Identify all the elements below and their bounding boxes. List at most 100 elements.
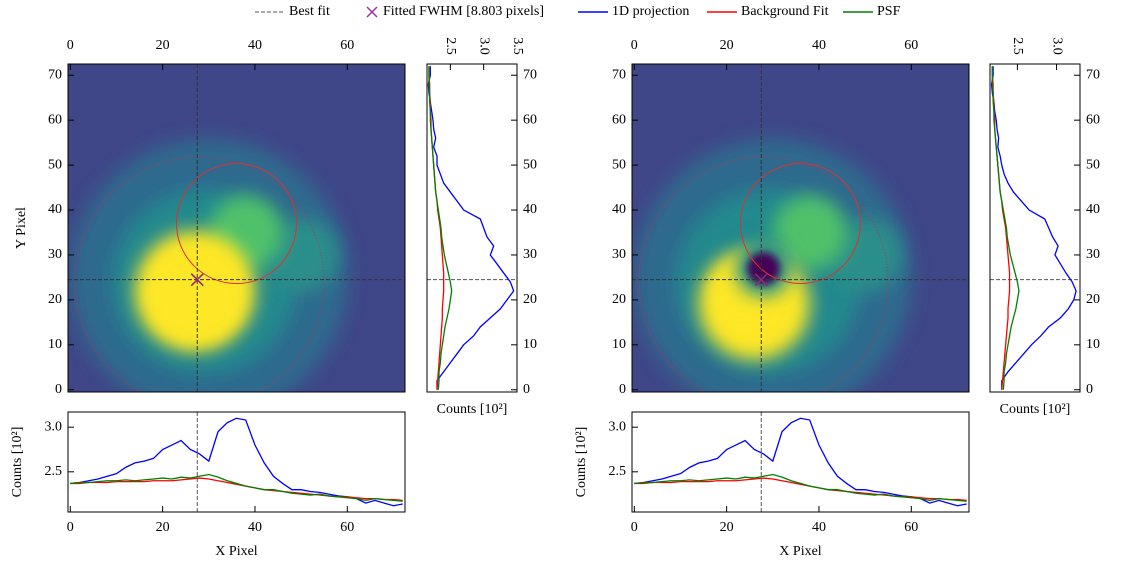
axes-frame [67, 411, 406, 513]
y-tick-label: 20 [523, 292, 537, 307]
x-tick-label: 0 [631, 38, 638, 53]
y-tick-label: 0 [55, 382, 62, 397]
y-tick-label: 30 [1086, 247, 1100, 262]
x-axis-label: Counts [10²] [1000, 402, 1071, 417]
y-tick-label: 60 [523, 112, 537, 127]
projection-line [428, 66, 445, 390]
axes-frame [631, 411, 970, 513]
y-tick-label: 50 [612, 157, 626, 172]
aperture [175, 162, 298, 285]
x-tick-label: 60 [340, 38, 354, 53]
legend-label: PSF [877, 4, 901, 19]
x-tick-label: 20 [156, 38, 170, 53]
fitted-marker [190, 273, 204, 287]
panel: 0 20 40 60 0 10 20 30 40 50 60 70 Y Pixel [14, 38, 406, 397]
plot-area [68, 64, 405, 392]
y-tick-label: 40 [612, 202, 626, 217]
y-axis-label: Y Pixel [14, 207, 29, 249]
panel: 2.5 3.0 0 10 20 30 40 50 60 70 Counts [10²] [989, 37, 1100, 417]
panel: 2.5 3.0 3.5 0 10 20 30 40 50 60 70 Counts [10²] [426, 37, 537, 417]
axes-frame [989, 63, 1081, 393]
fitted-marker [754, 273, 768, 287]
legend-label: Background Fit [741, 4, 829, 19]
projection-line [634, 473, 967, 502]
panel: 0 20 40 60 2.5 3.0 X Pixel Counts [10²] [10, 411, 406, 559]
axes-frame [631, 63, 970, 393]
y-tick-label: 70 [612, 67, 626, 82]
y-tick-label: 20 [612, 292, 626, 307]
plot-area [632, 64, 969, 392]
projection-line [634, 477, 967, 502]
projection-line [990, 66, 1077, 390]
x-tick-label: 3.0 [476, 37, 491, 55]
aperture [739, 162, 862, 285]
plot-area [427, 66, 517, 390]
axes-frame [426, 63, 518, 393]
x-axis-label: Counts [10²] [437, 402, 508, 417]
y-tick-label: 10 [612, 337, 626, 352]
x-tick-label: 3.5 [510, 37, 525, 55]
image-blob [828, 218, 903, 292]
y-tick-label: 30 [523, 247, 537, 262]
projection-line [70, 473, 403, 502]
projection-line [428, 66, 453, 390]
y-tick-label: 0 [1086, 382, 1093, 397]
y-tick-label: 50 [1086, 157, 1100, 172]
x-tick-label: 60 [340, 520, 354, 535]
projection-line [634, 417, 967, 507]
y-tick-label: 40 [523, 202, 537, 217]
image-blob [772, 195, 847, 270]
y-tick-label: 50 [523, 157, 537, 172]
plot-area [990, 66, 1080, 390]
y-axis-label: Counts [10²] [574, 427, 589, 498]
legend-marker [366, 6, 378, 18]
y-tick-label: 10 [523, 337, 537, 352]
y-tick-label: 60 [1086, 112, 1100, 127]
aperture [638, 156, 889, 392]
y-tick-label: 20 [1086, 292, 1100, 307]
x-axis-label: X Pixel [215, 544, 258, 559]
x-tick-label: 2.5 [443, 37, 458, 55]
x-tick-label: 60 [904, 38, 918, 53]
y-tick-label: 3.0 [609, 419, 627, 434]
x-tick-label: 40 [248, 38, 262, 53]
legend-label: 1D projection [612, 4, 689, 19]
x-tick-label: 40 [812, 520, 826, 535]
x-axis-label: X Pixel [779, 544, 822, 559]
projection-line [427, 66, 515, 390]
y-axis-label: Counts [10²] [10, 427, 25, 498]
panel: 0 20 40 60 0 10 20 30 40 50 60 70 [612, 38, 970, 397]
y-tick-label: 10 [48, 337, 62, 352]
legend-label: Fitted FWHM [8.803 pixels] [383, 4, 544, 19]
plot-area [70, 412, 403, 512]
y-tick-label: 40 [48, 202, 62, 217]
y-tick-label: 2.5 [609, 464, 627, 479]
x-tick-label: 3.0 [1049, 37, 1064, 55]
x-tick-label: 20 [720, 520, 734, 535]
x-tick-label: 2.5 [1010, 37, 1025, 55]
axes-frame [67, 63, 406, 393]
aperture [74, 156, 325, 392]
image-blob [148, 249, 242, 342]
x-tick-label: 0 [67, 38, 74, 53]
projection-line [991, 66, 1020, 390]
y-tick-label: 40 [1086, 202, 1100, 217]
y-tick-label: 70 [523, 67, 537, 82]
projection-line [70, 477, 403, 502]
y-tick-label: 60 [48, 112, 62, 127]
y-tick-label: 30 [612, 247, 626, 262]
x-tick-label: 40 [248, 520, 262, 535]
legend-label: Best fit [289, 4, 330, 19]
image-blob [264, 218, 339, 292]
y-tick-label: 2.5 [45, 464, 63, 479]
y-tick-label: 10 [1086, 337, 1100, 352]
x-tick-label: 20 [156, 520, 170, 535]
y-tick-label: 20 [48, 292, 62, 307]
y-tick-label: 3.0 [45, 419, 63, 434]
x-tick-label: 0 [67, 520, 74, 535]
y-tick-label: 0 [619, 382, 626, 397]
x-tick-label: 0 [631, 520, 638, 535]
y-tick-label: 60 [612, 112, 626, 127]
y-tick-label: 50 [48, 157, 62, 172]
